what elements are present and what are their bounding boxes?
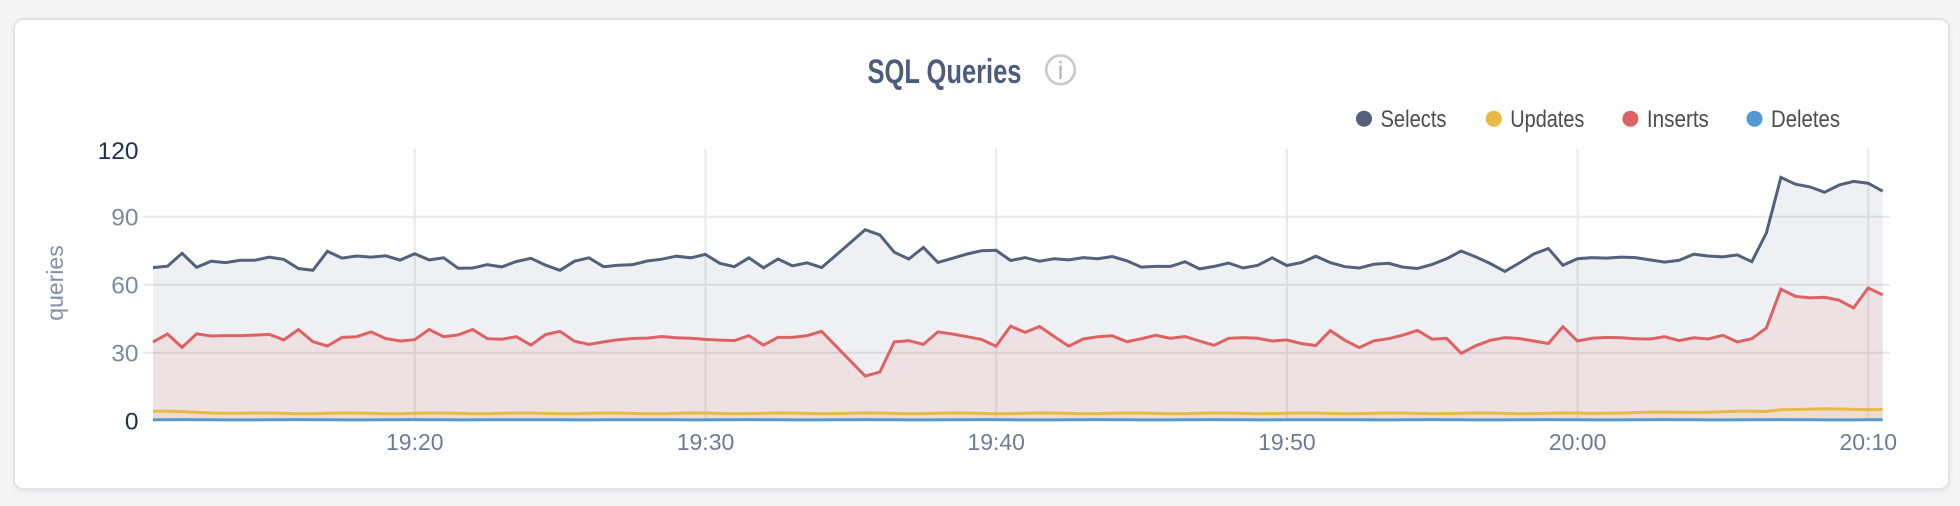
svg-text:20:00: 20:00 xyxy=(1549,429,1607,455)
svg-text:0: 0 xyxy=(125,409,139,436)
svg-text:19:50: 19:50 xyxy=(1258,429,1316,455)
svg-text:SQL Queries: SQL Queries xyxy=(868,53,1022,91)
svg-text:120: 120 xyxy=(98,138,139,165)
svg-text:Deletes: Deletes xyxy=(1771,106,1840,133)
svg-text:Inserts: Inserts xyxy=(1647,106,1709,133)
svg-text:19:40: 19:40 xyxy=(967,429,1025,455)
svg-text:30: 30 xyxy=(111,341,138,368)
svg-text:queries: queries xyxy=(42,245,68,320)
svg-text:90: 90 xyxy=(111,205,138,232)
svg-text:19:20: 19:20 xyxy=(386,429,444,455)
svg-text:i: i xyxy=(1058,57,1064,85)
svg-text:19:30: 19:30 xyxy=(677,429,735,455)
svg-text:20:10: 20:10 xyxy=(1840,429,1898,455)
svg-text:Selects: Selects xyxy=(1381,106,1447,133)
svg-text:Updates: Updates xyxy=(1510,106,1584,133)
svg-text:60: 60 xyxy=(111,273,138,300)
